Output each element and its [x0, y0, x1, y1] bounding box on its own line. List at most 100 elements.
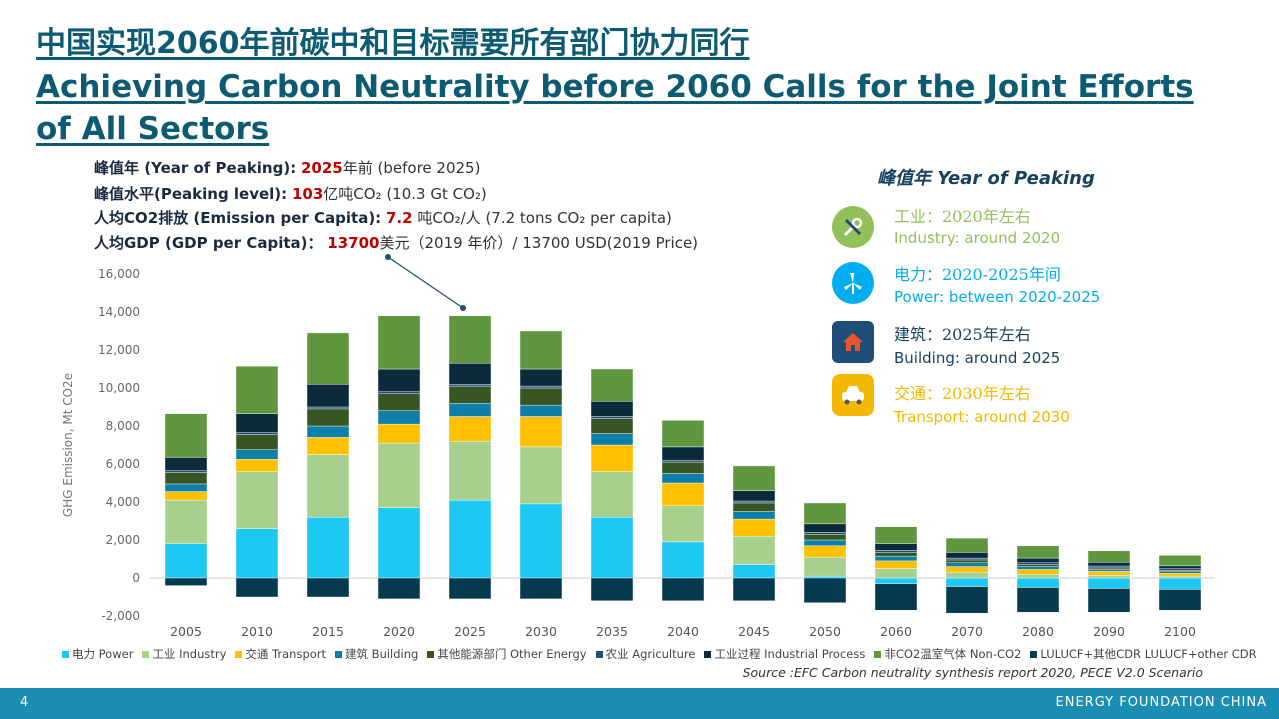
- bar-segment: [590, 401, 634, 417]
- bar-segment: [519, 446, 563, 505]
- bar-segment: [874, 555, 918, 562]
- bar-segment: [306, 332, 350, 385]
- car-icon: [832, 374, 874, 416]
- bar-segment: [874, 543, 918, 551]
- bar-segment: [164, 577, 208, 586]
- bar-segment: [306, 425, 350, 438]
- bar-segment: [377, 423, 421, 444]
- bar-segment: [661, 505, 705, 543]
- y-tick-label: -2,000: [101, 609, 140, 623]
- bar-segment: [1087, 571, 1131, 576]
- kpi-rest: 美元（2019 年价）/ 13700 USD(2019 Price): [379, 234, 699, 252]
- legend-item: 工业 Industry: [142, 646, 226, 662]
- kpi-value: 13700: [327, 234, 380, 252]
- bar-segment: [164, 499, 208, 545]
- bar-segment: [448, 577, 492, 600]
- bar-segment: [164, 413, 208, 458]
- x-tick-label: 2020: [383, 624, 415, 639]
- bar-segment: [164, 457, 208, 471]
- y-axis-label: GHG Emission, Mt CO2e: [61, 373, 75, 517]
- sector-zh: 建筑：2025年左右: [894, 325, 1031, 344]
- x-tick-label: 2010: [241, 624, 273, 639]
- y-tick-label: 16,000: [98, 267, 140, 281]
- kpi-value: 7.2: [385, 209, 413, 227]
- bar-segment: [1087, 550, 1131, 563]
- x-tick-label: 2025: [454, 624, 486, 639]
- kpi-label: 人均CO2排放 (Emission per Capita):: [94, 209, 382, 227]
- kpi-label: 峰值水平(Peaking level):: [94, 185, 288, 203]
- x-tick-label: 2035: [596, 624, 628, 639]
- bar-segment: [732, 564, 776, 579]
- bar-segment: [306, 408, 350, 427]
- legend-swatch: [62, 650, 69, 658]
- bar-segment: [803, 556, 847, 577]
- source-note: Source :EFC Carbon neutrality synthesis …: [742, 665, 1203, 680]
- sector-zh: 工业：2020年左右: [894, 207, 1031, 226]
- legend-item: 电力 Power: [62, 646, 133, 662]
- kpi-peaking-level: 峰值水平(Peaking level): 103亿吨CO₂ (10.3 Gt C…: [94, 183, 487, 204]
- x-tick-label: 2090: [1093, 624, 1125, 639]
- bar-segment: [874, 552, 918, 557]
- bar-segment: [235, 432, 279, 435]
- bar-segment: [519, 416, 563, 448]
- bar-segment: [803, 502, 847, 525]
- legend-label: 其他能源部门 Other Energy: [437, 647, 587, 661]
- bar-segment: [235, 577, 279, 598]
- bar-segment: [590, 471, 634, 518]
- bar-segment: [803, 539, 847, 546]
- bar-segment: [164, 472, 208, 485]
- house-icon: [832, 321, 874, 363]
- kpi-gdp-per-capita: 人均GDP (GDP per Capita)： 13700美元（2019 年价）…: [94, 232, 698, 253]
- bar-segment: [1158, 565, 1202, 569]
- bar-segment: [661, 482, 705, 506]
- legend-label: 电力 Power: [72, 647, 134, 661]
- bar-segment: [448, 363, 492, 385]
- legend-label: 非CO2温室气体 Non-CO2: [884, 647, 1022, 661]
- annotation-line: [387, 256, 464, 309]
- bar-segment: [519, 385, 563, 389]
- bar-segment: [1087, 562, 1131, 567]
- bar-segment: [1016, 569, 1060, 575]
- bar-segment: [306, 454, 350, 518]
- kpi-value: 2025: [301, 159, 343, 177]
- bar-segment: [377, 315, 421, 370]
- bar-segment: [377, 410, 421, 425]
- chart-legend: 电力 Power 工业 Industry 交通 Transport 建筑 Buildi…: [62, 646, 1257, 662]
- legend-swatch: [235, 650, 243, 658]
- legend-item: 农业 Agriculture: [595, 646, 695, 662]
- y-tick-label: 6,000: [106, 457, 140, 471]
- legend-label: 交通 Transport: [245, 647, 327, 661]
- bar-segment: [590, 416, 634, 419]
- bar-segment: [448, 384, 492, 387]
- bar-segment: [377, 577, 421, 600]
- bar-segment: [732, 536, 776, 565]
- x-tick-label: 2045: [738, 624, 770, 639]
- kpi-rest: 亿吨CO₂ (10.3 Gt CO₂): [323, 185, 487, 203]
- bar-segment: [377, 368, 421, 392]
- bar-segment: [732, 518, 776, 537]
- bar-segment: [519, 577, 563, 600]
- bar-segment: [874, 583, 918, 611]
- bar-segment: [945, 566, 989, 573]
- bar-segment: [164, 470, 208, 473]
- y-tick-label: 0: [132, 571, 140, 585]
- bar-segment: [164, 543, 208, 579]
- bar-segment: [1158, 589, 1202, 611]
- bar-segment: [1016, 574, 1060, 579]
- bar-segment: [945, 562, 989, 567]
- bar-segment: [590, 444, 634, 472]
- y-tick-label: 14,000: [98, 305, 140, 319]
- wind-turbine-icon: [832, 262, 874, 304]
- legend-swatch: [427, 650, 435, 658]
- y-tick-label: 10,000: [98, 381, 140, 395]
- bar-segment: [661, 460, 705, 463]
- bar-segment: [235, 434, 279, 450]
- page-number: 4: [20, 695, 29, 710]
- y-tick-label: 2,000: [106, 533, 140, 547]
- kpi-rest: 年前 (before 2025): [342, 159, 481, 177]
- legend-label: 建筑 Building: [345, 647, 419, 661]
- bar-segment: [732, 577, 776, 601]
- bar-segment: [377, 507, 421, 579]
- bar-segment: [1158, 577, 1202, 590]
